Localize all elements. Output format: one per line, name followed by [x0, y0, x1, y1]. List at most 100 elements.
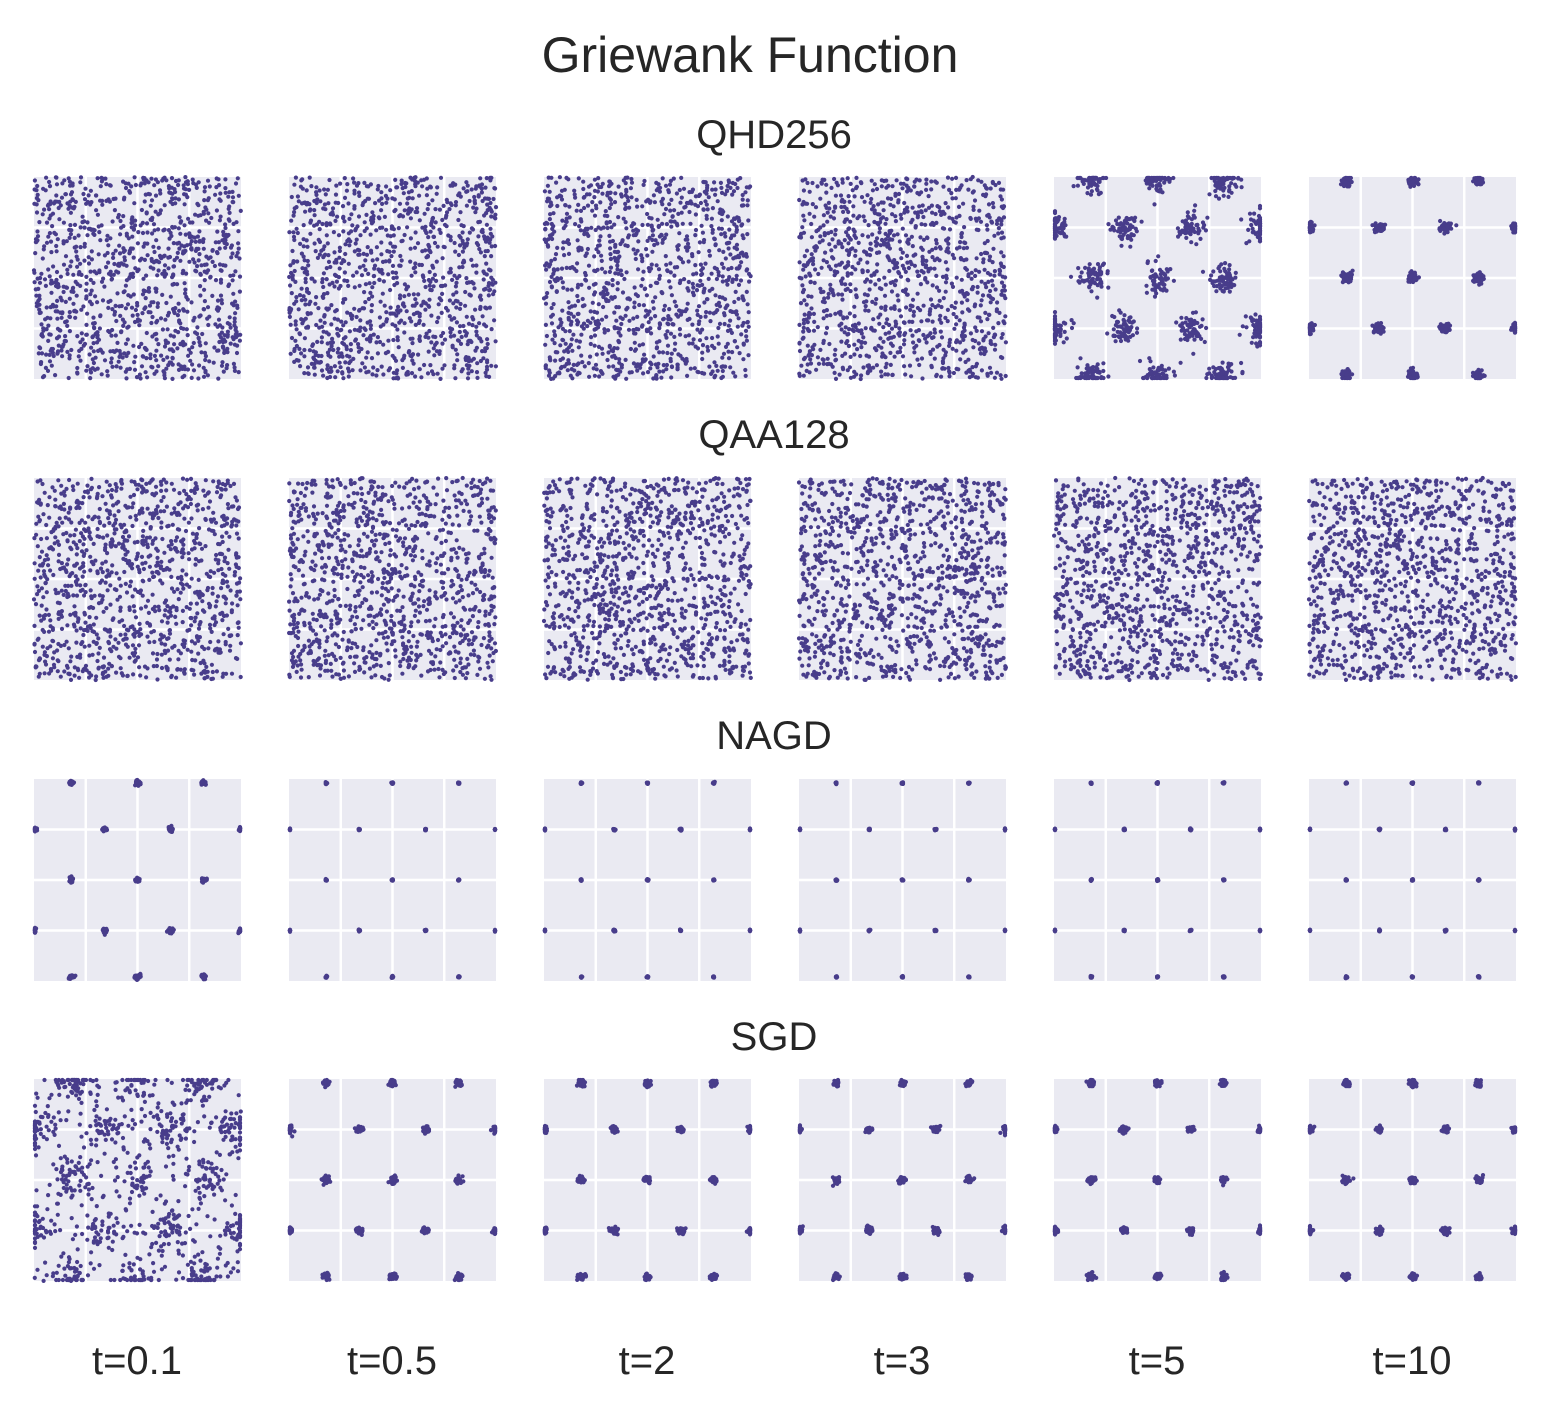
scatter-point [228, 341, 233, 346]
scatter-point [636, 267, 641, 272]
scatter-point [149, 256, 154, 262]
scatter-point [859, 373, 864, 378]
scatter-point [427, 304, 432, 309]
scatter-point [484, 211, 489, 216]
scatter-point [996, 231, 1001, 236]
scatter-point [102, 284, 107, 289]
scatter-point [208, 255, 213, 260]
scatter-point [154, 286, 159, 292]
scatter-point [118, 232, 123, 237]
scatter-point [394, 371, 399, 376]
scatter-point [225, 329, 230, 334]
scatter-point [296, 358, 301, 363]
scatter-point [413, 175, 418, 180]
scatter-point [1075, 183, 1080, 188]
scatter-point [48, 239, 54, 244]
scatter-point [62, 178, 67, 183]
scatter-point [998, 261, 1004, 266]
scatter-point [928, 351, 933, 356]
scatter-point [632, 285, 637, 290]
scatter-point [167, 190, 172, 195]
scatter-point [655, 217, 660, 222]
scatter-point [108, 272, 114, 278]
scatter-point [672, 334, 677, 339]
scatter-point [50, 346, 56, 352]
scatter-point [402, 330, 407, 335]
scatter-point [433, 220, 438, 225]
scatter-point [1171, 175, 1176, 181]
scatter-point [65, 267, 70, 272]
scatter-point [987, 215, 992, 220]
scatter-point [929, 187, 934, 192]
scatter-point [654, 346, 659, 351]
scatter-point [993, 287, 998, 292]
scatter-point [422, 211, 427, 216]
scatter-point [985, 227, 990, 232]
scatter-point [182, 373, 187, 378]
scatter-point [58, 274, 64, 279]
scatter-point [852, 342, 857, 347]
scatter-point [325, 187, 330, 192]
scatter-point [438, 230, 443, 235]
scatter-point [182, 202, 187, 207]
scatter-point [141, 354, 146, 359]
scatter-point [236, 246, 241, 251]
scatter-point [85, 364, 90, 369]
scatter-point [130, 234, 135, 239]
scatter-point [150, 365, 155, 370]
scatter-point [354, 237, 359, 242]
scatter-point [102, 358, 108, 363]
scatter-point [450, 277, 455, 282]
scatter-point [937, 245, 943, 250]
scatter-point [801, 329, 806, 334]
scatter-point [484, 272, 489, 277]
scatter-point [317, 219, 322, 224]
scatter-point [44, 305, 49, 310]
scatter-point [863, 308, 868, 313]
scatter-point [599, 258, 604, 263]
scatter-point [360, 361, 365, 366]
scatter-point [312, 279, 317, 284]
scatter-point [162, 227, 167, 232]
scatter-point [913, 210, 918, 215]
scatter-point [332, 284, 337, 289]
scatter-point [366, 369, 371, 374]
scatter-point [690, 341, 695, 346]
scatter-point [481, 269, 486, 274]
scatter-point [985, 251, 990, 256]
scatter-point [715, 308, 720, 313]
scatter-point [967, 308, 972, 313]
scatter-point [727, 227, 732, 232]
scatter-point [989, 278, 995, 283]
scatter-point [868, 279, 873, 284]
scatter-point [108, 298, 113, 303]
scatter-point [712, 345, 717, 351]
scatter-point [664, 222, 670, 227]
scatter-point [872, 182, 877, 187]
scatter-point [862, 199, 867, 204]
scatter-point [902, 200, 907, 206]
scatter-point [725, 282, 730, 287]
scatter-point [953, 175, 959, 180]
scatter-point [113, 303, 118, 308]
scatter-point [332, 316, 337, 321]
scatter-point [364, 184, 369, 189]
scatter-point [320, 277, 325, 282]
scatter-point [732, 299, 737, 305]
scatter-point [716, 226, 722, 231]
scatter-point [933, 305, 938, 310]
scatter-point [343, 320, 348, 325]
scatter-point [596, 302, 601, 307]
scatter-point [226, 194, 231, 199]
scatter-point [95, 366, 100, 371]
scatter-point [327, 347, 332, 352]
scatter-point [552, 333, 558, 338]
scatter-point [294, 226, 299, 231]
scatter-point [41, 247, 46, 252]
scatter-point [151, 300, 156, 305]
scatter-point [179, 219, 184, 224]
scatter-point [981, 347, 987, 352]
scatter-point [633, 331, 638, 336]
scatter-point [109, 333, 114, 338]
scatter-point [589, 335, 594, 340]
